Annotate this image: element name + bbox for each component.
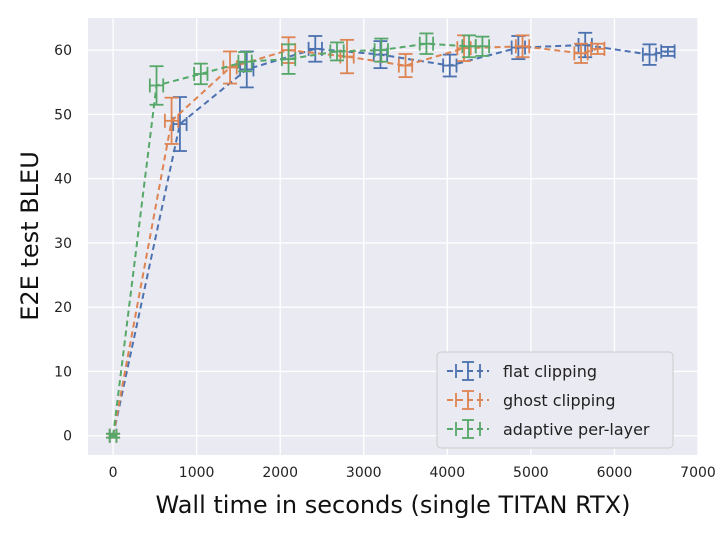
legend-box: [436, 351, 674, 449]
data-point: [573, 42, 589, 64]
data-point: [148, 65, 165, 106]
data-point: [106, 428, 121, 443]
data-point: [373, 37, 389, 63]
y-tick-label: 20: [54, 300, 72, 316]
data-point: [193, 62, 209, 86]
legend-label: ghost clipping: [503, 391, 616, 410]
legend-entry: ghost clipping: [447, 390, 616, 410]
legend-label: adaptive per-layer: [503, 420, 650, 439]
x-tick-label: 4000: [429, 465, 465, 481]
x-tick-label: 0: [109, 465, 118, 481]
data-point: [237, 51, 253, 73]
data-point: [590, 41, 606, 56]
data-point: [514, 34, 531, 59]
x-tick-label: 1000: [179, 465, 215, 481]
x-axis-label: Wall time in seconds (single TITAN RTX): [156, 491, 631, 519]
legend-entry: flat clipping: [447, 361, 597, 381]
data-point: [307, 35, 323, 63]
data-point: [660, 44, 676, 59]
data-point: [329, 41, 345, 62]
series-line: [112, 43, 669, 436]
data-point: [163, 96, 180, 145]
y-tick-label: 40: [54, 172, 72, 188]
y-tick-label: 50: [54, 107, 72, 123]
x-tick-label: 2000: [262, 465, 298, 481]
data-point: [339, 38, 355, 75]
data-point: [280, 43, 297, 75]
legend-entries: flat clipping ghost clipping adaptive per-…: [447, 361, 650, 439]
series-adaptive-per-layer: [106, 32, 490, 443]
y-tick-label: 60: [54, 43, 72, 59]
data-point: [474, 35, 490, 57]
data-point: [641, 43, 658, 66]
series-layer: [106, 31, 676, 443]
y-tick-label: 30: [54, 236, 72, 252]
tick-labels: 0 1000 2000 3000 4000 5000 6000 7000 0 10 20 30 40 50…: [54, 43, 716, 481]
legend-entry: adaptive per-layer: [447, 419, 650, 439]
data-point: [397, 53, 414, 79]
data-point: [442, 53, 458, 78]
x-tick-label: 6000: [597, 465, 633, 481]
data-point: [418, 32, 435, 55]
y-axis-label: E2E test BLEU: [16, 151, 44, 321]
y-tick-label: 0: [63, 429, 72, 445]
legend-label: flat clipping: [503, 362, 597, 381]
x-tick-label: 5000: [513, 465, 549, 481]
x-tick-label: 7000: [680, 465, 716, 481]
legend: flat clipping ghost clipping adaptive per-…: [436, 351, 674, 449]
data-point: [222, 50, 238, 85]
y-tick-label: 10: [54, 364, 72, 380]
x-tick-label: 3000: [346, 465, 382, 481]
series-line: [112, 42, 483, 436]
